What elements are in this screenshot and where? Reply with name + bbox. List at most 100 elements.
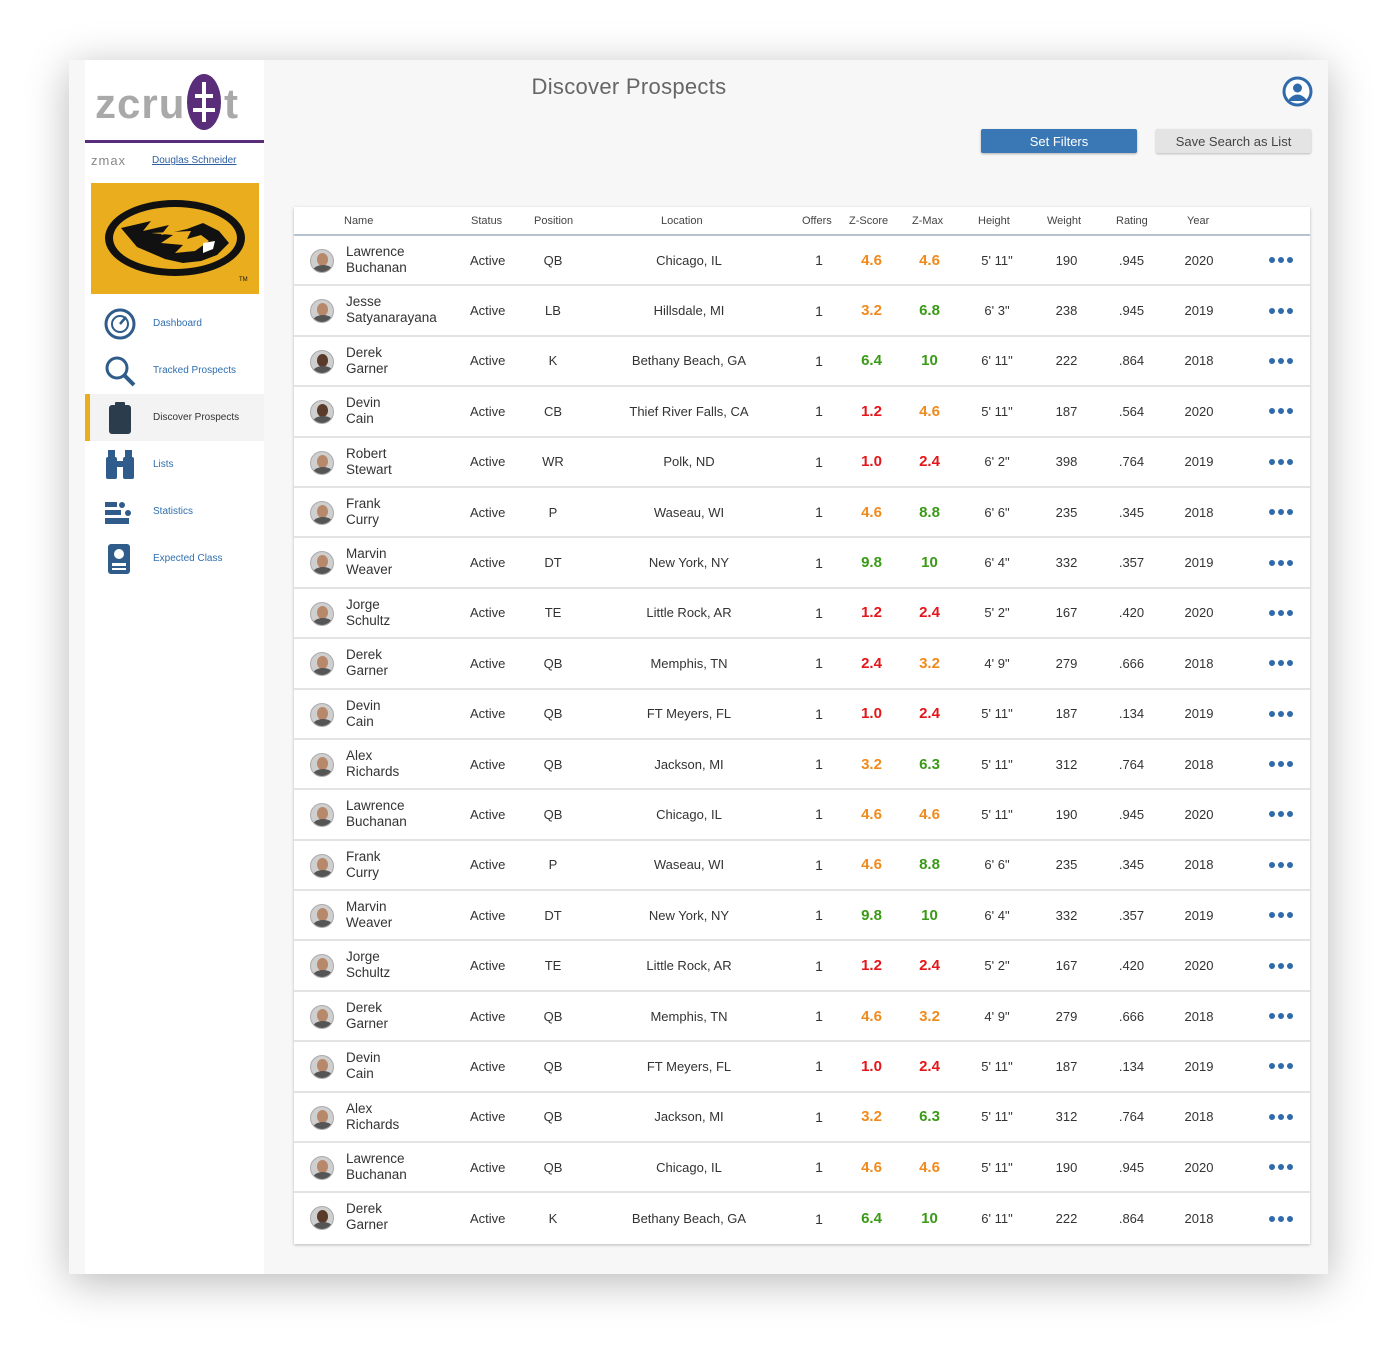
table-row[interactable]: Devin Cain Active QB FT Meyers, FL 1 1.0 2.4 5' … <box>294 690 1310 740</box>
rating-cell: .945 <box>1118 252 1145 268</box>
table-row[interactable]: Jesse Satyanarayana Active LB Hillsdale, MI 1… <box>294 286 1310 337</box>
more-options-icon[interactable] <box>1266 841 1296 889</box>
height-cell: 4' 9" <box>984 655 1010 671</box>
prospect-name[interactable]: Marvin Weaver <box>346 899 392 931</box>
col-header-rating[interactable]: Rating <box>1116 215 1148 227</box>
prospect-name[interactable]: Derek Garner <box>346 647 388 679</box>
prospect-name[interactable]: Jesse Satyanarayana <box>346 294 437 326</box>
prospect-name[interactable]: Jorge Schultz <box>346 597 390 629</box>
table-row[interactable]: Alex Richards Active QB Jackson, MI 1 3.2 6.3 5'… <box>294 740 1310 791</box>
avatar <box>310 803 334 828</box>
table-row[interactable]: Devin Cain Active QB FT Meyers, FL 1 1.0 2.4 5' … <box>294 1042 1310 1093</box>
position-cell: TE <box>544 958 562 974</box>
more-options-icon[interactable] <box>1266 236 1296 284</box>
avatar <box>310 752 334 777</box>
year-cell: 2020 <box>1184 806 1214 822</box>
prospect-name[interactable]: Devin Cain <box>346 395 381 427</box>
nav-label: Discover Prospects <box>153 412 240 423</box>
table-row[interactable]: Lawrence Buchanan Active QB Chicago, IL 1 4.6 4… <box>294 790 1310 841</box>
zscore-cell: 2.4 <box>861 654 882 672</box>
more-options-icon[interactable] <box>1266 690 1296 738</box>
more-options-icon[interactable] <box>1266 1042 1296 1090</box>
more-options-icon[interactable] <box>1266 387 1296 435</box>
more-options-icon[interactable] <box>1266 488 1296 536</box>
col-header-zscore[interactable]: Z-Score <box>849 215 889 227</box>
more-options-icon[interactable] <box>1266 337 1296 385</box>
table-row[interactable]: Frank Curry Active P Waseau, WI 1 4.6 8.8 6' 6" 2… <box>294 841 1310 892</box>
table-row[interactable]: Jorge Schultz Active TE Little Rock, AR 1 1.2 2… <box>294 589 1310 640</box>
prospect-name[interactable]: Lawrence Buchanan <box>346 244 407 276</box>
more-options-icon[interactable] <box>1266 438 1296 486</box>
location-cell: Waseau, WI <box>653 857 725 873</box>
location-cell: Memphis, TN <box>650 1008 728 1024</box>
table-row[interactable]: Lawrence Buchanan Active QB Chicago, IL 1 4.6 4… <box>294 236 1310 287</box>
account-icon[interactable] <box>1282 76 1313 107</box>
more-options-icon[interactable] <box>1266 992 1296 1040</box>
table-row[interactable]: Derek Garner Active QB Memphis, TN 1 2.4 3.2 4' … <box>294 639 1310 690</box>
nav-item-dashboard[interactable]: Dashboard <box>85 300 264 347</box>
weight-cell: 187 <box>1055 403 1078 419</box>
offers-cell: 1 <box>815 1159 823 1176</box>
more-options-icon[interactable] <box>1266 790 1296 838</box>
nav-item-discover-prospects[interactable]: Discover Prospects <box>85 394 264 441</box>
col-header-location[interactable]: Location <box>661 215 703 227</box>
col-header-status[interactable]: Status <box>471 215 503 227</box>
table-row[interactable]: Derek Garner Active QB Memphis, TN 1 4.6 3.2 4' … <box>294 992 1310 1043</box>
save-search-as-list-button[interactable]: Save Search as List <box>1156 129 1311 153</box>
prospect-name[interactable]: Derek Garner <box>346 1000 388 1032</box>
more-options-icon[interactable] <box>1266 1143 1296 1191</box>
offers-cell: 1 <box>815 655 823 672</box>
col-header-name[interactable]: Name <box>344 215 374 227</box>
more-options-icon[interactable] <box>1266 589 1296 637</box>
prospect-name[interactable]: Alex Richards <box>346 1101 399 1133</box>
col-header-height[interactable]: Height <box>978 215 1010 227</box>
prospect-name[interactable]: Derek Garner <box>346 345 388 377</box>
table-row[interactable]: Frank Curry Active P Waseau, WI 1 4.6 8.8 6' 6" 2… <box>294 488 1310 539</box>
user-name-link[interactable]: Douglas Schneider <box>152 155 237 166</box>
nav-item-statistics[interactable]: Statistics <box>85 488 264 535</box>
table-row[interactable]: Jorge Schultz Active TE Little Rock, AR 1 1.2 2… <box>294 941 1310 992</box>
table-row[interactable]: Marvin Weaver Active DT New York, NY 1 9.8 10 6'… <box>294 538 1310 589</box>
nav-item-lists[interactable]: Lists <box>85 441 264 488</box>
weight-cell: 279 <box>1055 655 1078 671</box>
prospect-name[interactable]: Devin Cain <box>346 698 381 730</box>
prospect-name[interactable]: Robert Stewart <box>346 446 392 478</box>
more-options-icon[interactable] <box>1266 639 1296 687</box>
col-header-offers[interactable]: Offers <box>802 215 832 227</box>
table-row[interactable]: Robert Stewart Active WR Polk, ND 1 1.0 2.4 6' 2… <box>294 438 1310 488</box>
set-filters-button[interactable]: Set Filters <box>981 129 1137 153</box>
table-row[interactable]: Derek Garner Active K Bethany Beach, GA 1 6.4 1… <box>294 337 1310 388</box>
table-row[interactable]: Devin Cain Active CB Thief River Falls, CA 1 1… <box>294 387 1310 438</box>
table-row[interactable]: Lawrence Buchanan Active QB Chicago, IL 1 4.6 4… <box>294 1143 1310 1194</box>
first-name: Robert <box>346 445 387 461</box>
more-options-icon[interactable] <box>1266 891 1296 939</box>
more-options-icon[interactable] <box>1266 740 1296 788</box>
prospect-name[interactable]: Frank Curry <box>346 849 381 881</box>
more-options-icon[interactable] <box>1266 1193 1296 1243</box>
more-options-icon[interactable] <box>1266 941 1296 989</box>
table-row[interactable]: Alex Richards Active QB Jackson, MI 1 3.2 6.3 5'… <box>294 1093 1310 1144</box>
prospect-name[interactable]: Jorge Schultz <box>346 949 390 981</box>
prospect-name[interactable]: Marvin Weaver <box>346 546 392 578</box>
last-name: Cain <box>346 1066 374 1082</box>
prospect-name[interactable]: Lawrence Buchanan <box>346 798 407 830</box>
zscore-cell: 1.0 <box>861 1057 882 1075</box>
table-row[interactable]: Marvin Weaver Active DT New York, NY 1 9.8 10 6'… <box>294 891 1310 942</box>
prospect-name[interactable]: Frank Curry <box>346 496 381 528</box>
prospect-name[interactable]: Derek Garner <box>346 1201 388 1233</box>
rating-cell: .945 <box>1118 806 1145 822</box>
more-options-icon[interactable] <box>1266 538 1296 586</box>
prospect-name[interactable]: Lawrence Buchanan <box>346 1151 407 1183</box>
nav-item-expected-class[interactable]: Expected Class <box>85 535 264 582</box>
col-header-position[interactable]: Position <box>534 215 574 227</box>
col-header-zmax[interactable]: Z-Max <box>912 215 944 227</box>
nav-item-tracked-prospects[interactable]: Tracked Prospects <box>85 347 264 394</box>
col-header-year[interactable]: Year <box>1187 215 1210 227</box>
more-options-icon[interactable] <box>1266 286 1296 334</box>
prospect-name[interactable]: Alex Richards <box>346 748 399 780</box>
table-row[interactable]: Derek Garner Active K Bethany Beach, GA 1 6.4 1… <box>294 1193 1310 1243</box>
more-options-icon[interactable] <box>1266 1093 1296 1141</box>
prospect-name[interactable]: Devin Cain <box>346 1050 381 1082</box>
height-cell: 6' 2" <box>984 454 1010 470</box>
col-header-weight[interactable]: Weight <box>1047 215 1082 227</box>
